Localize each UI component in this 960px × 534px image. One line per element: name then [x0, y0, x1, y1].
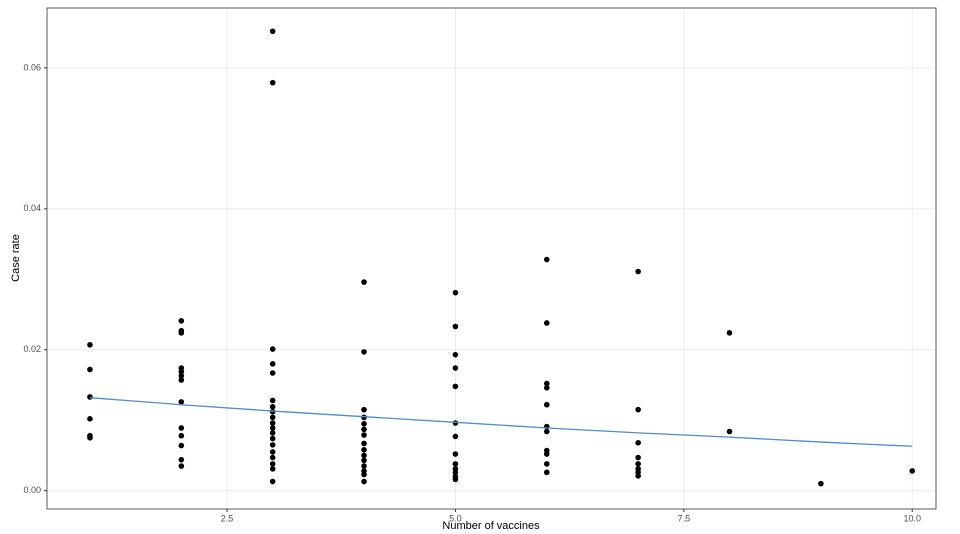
y-tick-label: 0.04 — [23, 203, 41, 213]
point — [543, 401, 550, 408]
point — [269, 370, 276, 376]
point — [269, 397, 276, 404]
point — [452, 461, 459, 467]
point — [635, 268, 641, 275]
grid — [47, 8, 936, 509]
point — [361, 463, 367, 469]
point — [178, 463, 185, 469]
point — [543, 256, 550, 263]
point — [269, 449, 276, 455]
point — [87, 416, 93, 422]
point — [269, 425, 276, 431]
point — [635, 461, 641, 467]
point — [543, 320, 550, 326]
point — [361, 426, 367, 433]
y-tick-label: 0.02 — [23, 344, 41, 354]
point — [452, 351, 459, 358]
point — [543, 461, 550, 467]
point — [818, 480, 824, 487]
point — [452, 433, 459, 440]
point — [452, 383, 459, 390]
point — [543, 451, 550, 457]
point — [452, 289, 459, 296]
marks — [87, 28, 916, 487]
point — [726, 428, 733, 435]
y-tick-label: 0.00 — [23, 485, 41, 495]
point — [178, 456, 185, 463]
point — [269, 404, 276, 410]
point — [269, 454, 276, 461]
point — [87, 366, 93, 373]
point — [87, 394, 93, 400]
point — [361, 279, 367, 285]
point — [269, 414, 276, 421]
point — [452, 365, 459, 371]
point — [178, 399, 185, 405]
point — [452, 451, 459, 457]
point — [269, 79, 276, 86]
point — [178, 432, 185, 439]
point — [269, 442, 276, 448]
point — [269, 478, 276, 485]
x-tick-label: 7.5 — [678, 513, 691, 523]
y-axis-title: Case rate — [10, 234, 22, 282]
point — [635, 454, 641, 461]
point — [269, 466, 276, 472]
point — [361, 440, 367, 447]
point — [361, 406, 367, 413]
point — [726, 330, 733, 336]
point — [269, 430, 276, 436]
point — [361, 452, 367, 459]
point — [543, 428, 550, 435]
point — [361, 420, 367, 427]
point — [178, 373, 185, 379]
point — [269, 361, 276, 367]
point — [178, 425, 185, 431]
point — [269, 346, 276, 352]
point — [361, 432, 367, 438]
panel — [47, 8, 936, 509]
point — [543, 385, 550, 391]
point — [361, 349, 367, 355]
point — [361, 447, 367, 453]
point — [909, 468, 916, 474]
point — [361, 471, 367, 478]
point — [635, 406, 641, 413]
point — [178, 330, 185, 336]
point — [635, 439, 641, 446]
point — [543, 469, 550, 476]
x-tick-label: 10.0 — [903, 513, 921, 523]
point — [178, 318, 185, 324]
point — [269, 461, 276, 467]
point — [269, 420, 276, 426]
point — [178, 377, 185, 383]
y-tick-label: 0.06 — [23, 62, 41, 72]
point — [452, 469, 459, 476]
point — [269, 435, 276, 442]
x-axis-title: Number of vaccines — [442, 520, 540, 532]
point — [452, 323, 459, 330]
x-tick-label: 5.0 — [449, 513, 462, 523]
point — [361, 457, 367, 464]
point — [178, 442, 185, 449]
point — [178, 368, 185, 375]
x-tick-label: 2.5 — [221, 513, 234, 523]
point — [87, 342, 93, 348]
panel-border — [46, 7, 937, 510]
point — [361, 478, 367, 485]
fit-line — [89, 397, 913, 447]
point — [543, 380, 550, 387]
point — [87, 435, 93, 441]
point — [635, 473, 641, 479]
point — [269, 28, 276, 35]
point — [452, 476, 459, 483]
